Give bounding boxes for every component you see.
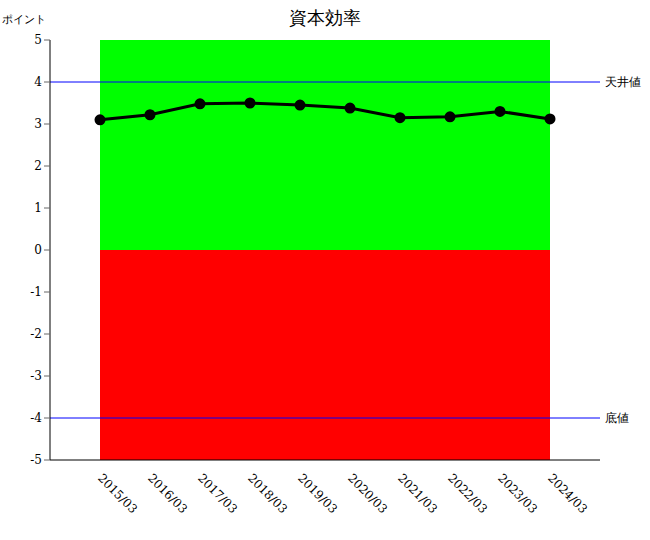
svg-text:2021/03: 2021/03 [395,471,440,516]
svg-text:0: 0 [34,243,42,257]
svg-text:-5: -5 [30,453,42,467]
svg-text:底値: 底値 [605,411,629,425]
svg-text:2: 2 [34,159,42,173]
svg-text:1: 1 [34,201,42,215]
svg-text:2022/03: 2022/03 [445,471,490,516]
html-text:ポイント: ポイント [2,13,46,26]
svg-text:2017/03: 2017/03 [195,471,240,516]
svg-text:2019/03: 2019/03 [295,471,340,516]
svg-text:-4: -4 [30,411,42,425]
svg-text:-3: -3 [30,369,42,383]
svg-text:天井値: 天井値 [605,75,641,89]
html-text:資本効率: 資本効率 [289,7,361,28]
svg-text:2016/03: 2016/03 [145,471,190,516]
svg-text:-2: -2 [30,327,42,341]
svg-text:3: 3 [34,117,42,131]
svg-text:2018/03: 2018/03 [245,471,290,516]
svg-text:5: 5 [34,33,42,47]
svg-text:-1: -1 [30,285,42,299]
svg-text:2015/03: 2015/03 [95,471,140,516]
svg-text:4: 4 [34,75,42,89]
svg-text:2024/03: 2024/03 [545,471,590,516]
svg-text:2023/03: 2023/03 [495,471,540,516]
svg-text:2020/03: 2020/03 [345,471,390,516]
